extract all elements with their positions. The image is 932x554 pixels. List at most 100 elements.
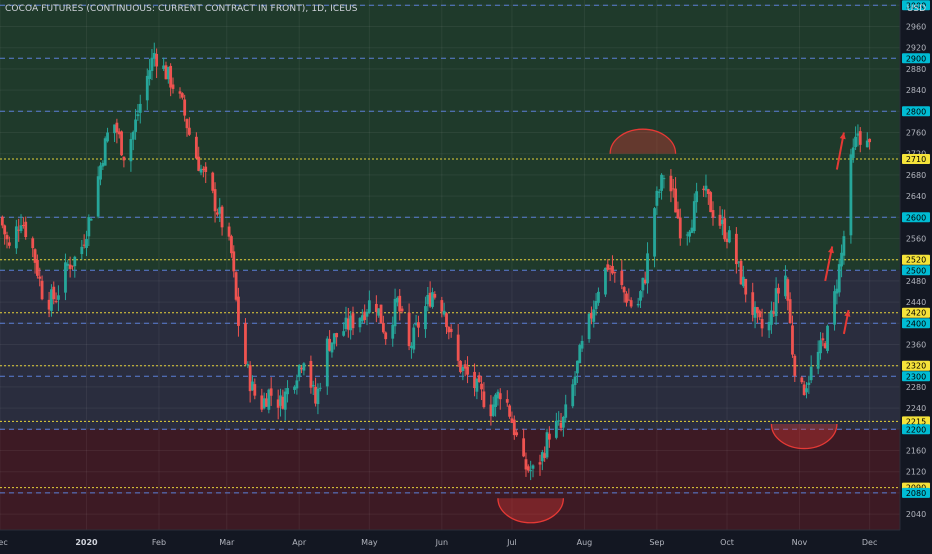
- candle-body: [265, 398, 268, 407]
- x-tick-label: Apr: [292, 538, 307, 547]
- candle-body: [641, 277, 645, 291]
- candle-body: [685, 234, 689, 236]
- candle-body: [52, 286, 56, 300]
- candle-body: [164, 65, 168, 80]
- level-label-box: [902, 424, 930, 435]
- candle-body: [858, 131, 862, 145]
- candle-body: [117, 131, 121, 135]
- candle-body: [227, 226, 231, 237]
- candle-body: [185, 119, 189, 129]
- candle-body: [554, 420, 558, 438]
- candle-body: [400, 308, 404, 312]
- candle-body: [678, 217, 682, 239]
- x-tick-label: Mar: [219, 538, 235, 547]
- candle-body: [709, 192, 713, 213]
- zone-band: [0, 0, 900, 271]
- level-label-box: [902, 416, 930, 427]
- level-label: 2900: [906, 54, 926, 63]
- x-tick-label: 2020: [75, 538, 98, 547]
- candle-body: [604, 267, 607, 295]
- x-tick-label: Jun: [435, 538, 449, 547]
- candle-body: [335, 333, 339, 338]
- candle-body: [823, 343, 827, 349]
- candle-body: [281, 396, 285, 409]
- y-tick-label: 2920: [906, 44, 926, 53]
- candle-body: [784, 275, 787, 297]
- candle-body: [720, 220, 724, 225]
- candle-body: [178, 91, 182, 94]
- candle-body: [262, 398, 266, 409]
- level-label-box: [902, 254, 930, 265]
- candle-body: [384, 332, 388, 340]
- candle-body: [480, 383, 483, 390]
- candle-body: [529, 470, 533, 472]
- candle-body: [428, 292, 432, 307]
- x-tick-label: Dec: [0, 538, 8, 547]
- candle-body: [300, 367, 303, 370]
- y-tick-label: 2840: [906, 86, 926, 95]
- candle-body: [793, 355, 797, 376]
- candle-body: [744, 278, 748, 295]
- y-tick-label: 2440: [906, 298, 926, 307]
- candle-body: [660, 174, 663, 191]
- candle-body: [407, 312, 411, 347]
- candle-body: [57, 295, 60, 300]
- candle-body: [379, 304, 383, 324]
- candle-body: [629, 300, 633, 307]
- candle-body: [674, 188, 677, 213]
- candle-body: [211, 172, 215, 191]
- candle-body: [40, 280, 44, 300]
- candle-body: [564, 404, 568, 418]
- candle-body: [216, 212, 219, 215]
- level-label: 2500: [906, 266, 926, 275]
- candle-body: [169, 65, 173, 88]
- candle-body: [578, 345, 582, 364]
- candle-body: [576, 360, 579, 374]
- candle-body: [230, 236, 233, 254]
- level-label-box: [902, 53, 930, 64]
- candle-body: [96, 176, 100, 217]
- candle-body: [868, 138, 872, 143]
- candle-body: [505, 399, 509, 403]
- candle-body: [183, 99, 187, 116]
- level-label: 2520: [906, 256, 926, 265]
- candle-body: [777, 287, 780, 294]
- candle-body: [251, 381, 254, 391]
- candle-body: [627, 299, 631, 301]
- candle-body: [786, 279, 790, 301]
- x-tick-label: Feb: [152, 538, 166, 547]
- y-tick-label: 2560: [906, 235, 926, 244]
- candle-body: [608, 268, 612, 270]
- candle-body: [770, 310, 773, 325]
- candle-body: [431, 292, 434, 307]
- candle-body: [561, 417, 565, 428]
- candle-body: [800, 377, 804, 383]
- annotation-arrowhead: [827, 246, 834, 254]
- candle-body: [545, 432, 549, 458]
- candle-body: [314, 386, 317, 404]
- candle-body: [758, 311, 762, 318]
- candle-body: [791, 325, 794, 355]
- candle-body: [510, 418, 514, 423]
- candle-body: [625, 293, 628, 303]
- candle-body: [515, 432, 519, 436]
- candle-body: [3, 225, 7, 235]
- candle-body: [293, 386, 296, 390]
- candle-body: [31, 238, 35, 249]
- candle-body: [849, 154, 853, 236]
- level-label: 2200: [906, 425, 926, 434]
- candle-body: [571, 384, 575, 407]
- x-tick-label: May: [361, 538, 378, 547]
- candle-body: [82, 244, 86, 246]
- candle-body: [162, 65, 166, 70]
- candle-body: [851, 147, 855, 158]
- candle-body: [260, 395, 264, 410]
- candle-body: [87, 217, 91, 237]
- y-tick-label: 2120: [906, 468, 926, 477]
- y-tick-label: 2880: [906, 65, 926, 74]
- candle-body: [218, 207, 222, 214]
- level-label-box: [902, 318, 930, 329]
- y-tick-label: 2240: [906, 404, 926, 413]
